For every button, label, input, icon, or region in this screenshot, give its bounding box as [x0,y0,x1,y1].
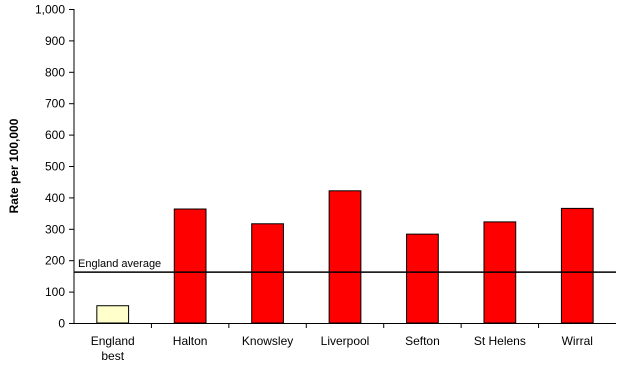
bar [173,208,207,324]
bar [560,207,594,324]
y-tick-label: 500 [45,160,65,174]
x-tick-label: Knowsley [242,334,293,348]
x-axis: England best Halton Knowsley Liverpool Sefton… [74,323,616,363]
bar [328,190,362,324]
england-average-reference: England average [74,258,616,273]
y-tick-label: 300 [45,222,65,236]
y-tick-label: 100 [45,285,65,299]
y-tick-label: 700 [45,97,65,111]
x-tick-label: Halton [173,334,208,348]
y-axis-title: Rate per 100,000 [7,118,21,213]
x-tick-label: England best [91,334,135,363]
x-tick-label: Wirral [562,334,593,348]
x-tick-label: St Helens [474,334,526,348]
y-tick-label: 900 [45,34,65,48]
y-tick-label: 0 [58,317,65,331]
y-tick-label: 200 [45,254,65,268]
england-average-label: England average [78,258,161,270]
y-axis: 0 100 200 300 400 500 600 700 800 900 1,000 [35,3,75,331]
bar [96,305,130,324]
bar-series [96,190,594,324]
bar [251,223,284,324]
y-tick-label: 800 [45,65,65,79]
x-tick-label: Sefton [405,334,440,348]
y-tick-label: 600 [45,128,65,142]
bar [406,233,439,324]
y-tick-label: 400 [45,191,65,205]
x-tick-label: Liverpool [321,334,370,348]
y-tick-label: 1,000 [35,3,65,17]
